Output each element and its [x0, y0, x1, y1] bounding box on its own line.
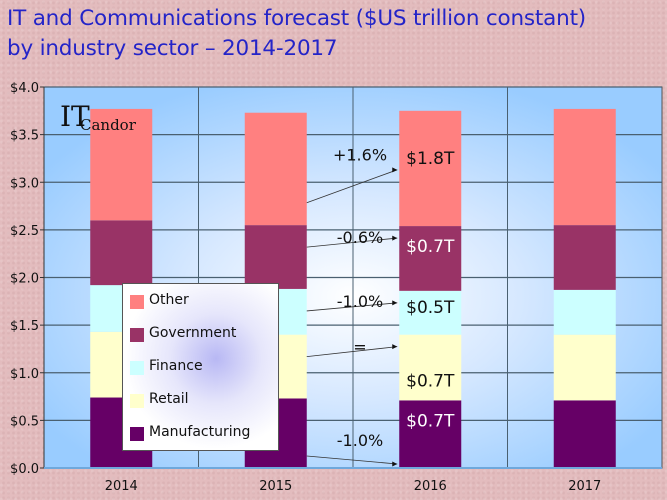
percent-change-label: -0.6% — [337, 228, 383, 247]
bar-government-2017 — [553, 225, 616, 290]
percent-change-label: -1.0% — [337, 431, 383, 450]
legend-label: Other — [149, 292, 189, 308]
bar-retail-2017 — [553, 334, 616, 401]
arrow-head — [392, 461, 398, 467]
legend: Other Government Finance Retail Manufacturin… — [122, 283, 279, 451]
percent-change-label: +1.6% — [333, 146, 387, 165]
trend-arrow — [306, 346, 398, 358]
arrow-head — [392, 344, 398, 350]
legend-swatch — [130, 427, 144, 441]
x-tick-label: 2015 — [259, 479, 292, 494]
bar-retail-2016 — [399, 334, 462, 401]
x-tick-label: 2017 — [568, 479, 601, 494]
y-tick-label: $4.0 — [10, 81, 39, 96]
arrow-head — [392, 235, 398, 241]
legend-label: Government — [149, 325, 237, 341]
chart-title-line-1: IT and Communications forecast ($US tril… — [7, 6, 586, 31]
legend-item-finance: Finance — [130, 356, 203, 376]
legend-item-retail: Retail — [130, 389, 189, 409]
trend-arrow — [306, 455, 398, 465]
y-tick-label: $0.5 — [10, 414, 39, 429]
bar-government-2014 — [90, 220, 153, 286]
x-tick-label: 2014 — [105, 479, 138, 494]
legend-swatch — [130, 394, 144, 408]
percent-change-label: -1.0% — [337, 292, 383, 311]
legend-label: Retail — [149, 391, 189, 407]
x-tick-label: 2016 — [414, 479, 447, 494]
y-tick-label: $1.0 — [10, 367, 39, 382]
percent-change-label: = — [353, 338, 366, 357]
y-tick-label: $2.0 — [10, 272, 39, 287]
bar-manufacturing-2017 — [553, 400, 616, 468]
segment-value-label: $0.7T — [406, 237, 455, 257]
legend-label: Finance — [149, 358, 203, 374]
itcandor-logo: IT Candor — [60, 100, 137, 134]
segment-value-label: $1.8T — [406, 149, 455, 169]
bar-manufacturing-2016 — [399, 400, 462, 468]
logo-it: IT — [60, 100, 90, 133]
chart-title-line-2: by industry sector – 2014-2017 — [7, 36, 338, 61]
bar-other-2014 — [90, 108, 153, 221]
trend-arrow — [306, 302, 398, 312]
logo-candor: Candor — [80, 116, 137, 134]
legend-item-manufacturing: Manufacturing — [130, 422, 250, 442]
segment-value-label: $0.7T — [406, 371, 455, 391]
y-tick-label: $3.5 — [10, 129, 39, 144]
bar-other-2016 — [399, 110, 462, 227]
y-tick-label: $2.5 — [10, 224, 39, 239]
bar-other-2017 — [553, 108, 616, 226]
bar-government-2015 — [244, 225, 307, 289]
legend-swatch — [130, 328, 144, 342]
legend-swatch — [130, 295, 144, 309]
legend-label: Manufacturing — [149, 424, 251, 440]
legend-swatch — [130, 361, 144, 375]
bar-government-2016 — [399, 226, 462, 291]
legend-item-other: Other — [130, 290, 189, 310]
trend-arrow — [306, 237, 398, 248]
y-tick-label: $0.0 — [10, 462, 39, 477]
segment-value-label: $0.7T — [406, 411, 455, 431]
chart-title: IT and Communications forecast ($US tril… — [7, 4, 667, 64]
bar-finance-2017 — [553, 289, 616, 335]
legend-item-government: Government — [130, 323, 236, 343]
bar-finance-2016 — [399, 290, 462, 335]
arrow-head — [392, 300, 398, 306]
arrow-head — [392, 167, 398, 173]
y-tick-label: $1.5 — [10, 319, 39, 334]
bar-other-2015 — [244, 112, 307, 226]
y-tick-label: $3.0 — [10, 176, 39, 191]
segment-value-label: $0.5T — [406, 298, 455, 318]
trend-arrow — [306, 169, 398, 204]
